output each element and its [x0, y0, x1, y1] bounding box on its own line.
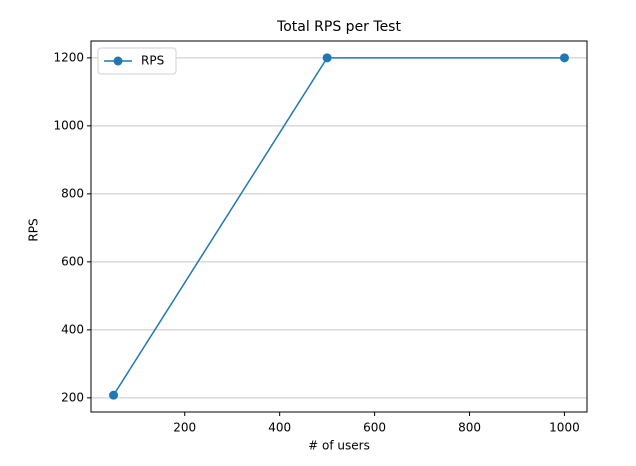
data-point	[322, 53, 332, 63]
x-tick-label: 400	[268, 421, 291, 435]
x-tick-label: 600	[363, 421, 386, 435]
y-tick-label: 800	[61, 186, 84, 200]
plot-frame	[90, 40, 588, 413]
chart-title: Total RPS per Test	[276, 19, 401, 35]
x-tick-label: 800	[458, 421, 481, 435]
x-tick-label: 1000	[549, 421, 580, 435]
legend-marker	[113, 56, 123, 66]
y-axis-label: RPS	[27, 218, 41, 241]
x-axis-label: # of users	[308, 439, 370, 453]
series-line	[112, 57, 565, 396]
data-point	[559, 53, 569, 63]
legend: RPS	[97, 47, 177, 75]
x-tick-label: 200	[173, 421, 196, 435]
y-tick-label: 400	[61, 322, 84, 336]
legend-label: RPS	[141, 54, 164, 68]
y-tick-label: 1200	[53, 50, 84, 64]
y-tick-label: 200	[61, 390, 84, 404]
y-tick-label: 600	[61, 254, 84, 268]
y-tick-label: 1000	[53, 118, 84, 132]
legend-box	[97, 47, 177, 75]
data-point	[109, 390, 119, 400]
